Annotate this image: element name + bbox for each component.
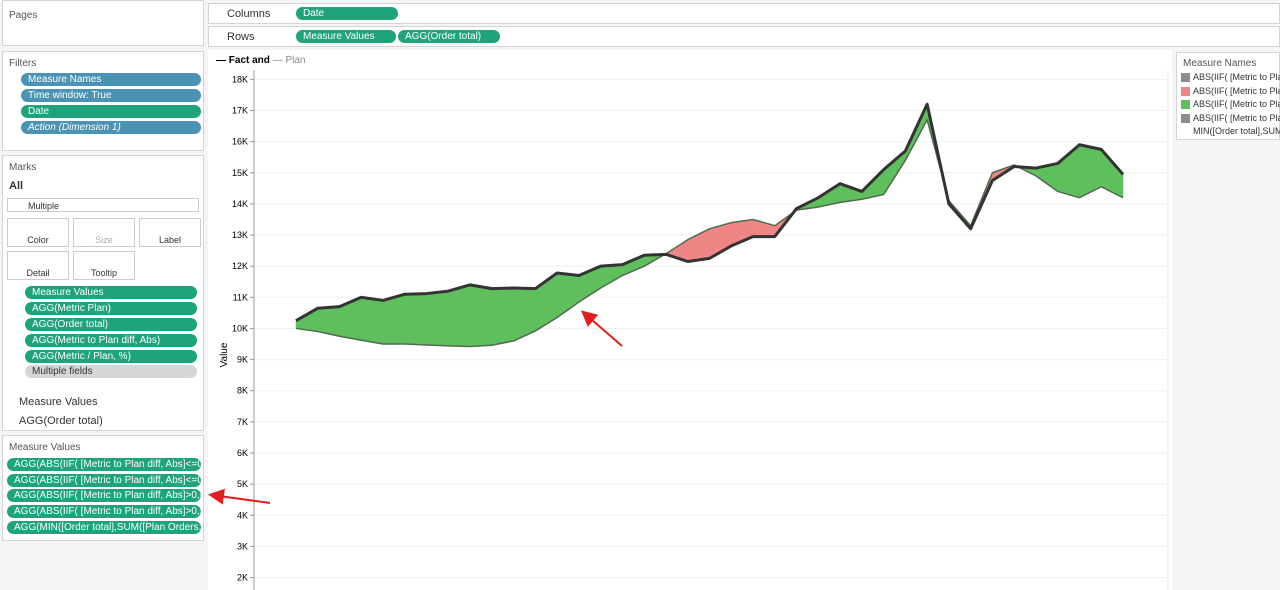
y-tick-label: 11K bbox=[233, 292, 248, 302]
title-part: — Fact and bbox=[216, 55, 270, 66]
chart-title: — Fact and — Plan bbox=[216, 55, 305, 66]
y-tick-label: 15K bbox=[232, 168, 248, 178]
band-area bbox=[600, 264, 623, 289]
band-area bbox=[382, 293, 406, 345]
y-tick-label: 10K bbox=[232, 323, 248, 333]
band-area bbox=[622, 254, 645, 276]
y-tick-label: 18K bbox=[232, 74, 248, 84]
measure-pill[interactable]: AGG(ABS(IIF( [Metric to Plan diff, Abs]>… bbox=[7, 505, 201, 518]
legend-label[interactable]: ABS(IIF( [Metric to Pla.. bbox=[1193, 85, 1280, 96]
mark-type-dropdown[interactable]: Multiple bbox=[7, 198, 199, 212]
band-area bbox=[1100, 148, 1124, 199]
y-axis-label: Value bbox=[219, 342, 230, 367]
band-area bbox=[426, 290, 449, 347]
legend-swatch bbox=[1181, 86, 1190, 96]
y-tick-label: 17K bbox=[232, 105, 248, 115]
measure-pill[interactable]: AGG(ABS(IIF( [Metric to Plan diff, Abs]>… bbox=[7, 489, 201, 502]
band-area bbox=[469, 284, 493, 347]
pages-card: Pages bbox=[2, 0, 204, 46]
filters-card: Filters Measure Names Time window: True … bbox=[2, 51, 204, 151]
filter-pill[interactable]: Measure Names bbox=[21, 73, 201, 86]
legend-swatch bbox=[1181, 113, 1190, 123]
marks-all[interactable]: All bbox=[9, 180, 24, 192]
marks-pill[interactable]: Measure Values bbox=[25, 286, 197, 299]
legend-label[interactable]: ABS(IIF( [Metric to Pla.. bbox=[1193, 99, 1280, 109]
band-area bbox=[491, 287, 514, 346]
color-button[interactable]: Color bbox=[7, 218, 69, 247]
band-area bbox=[361, 297, 384, 345]
y-tick-label: 5K bbox=[237, 479, 248, 489]
y-tick-label: 4K bbox=[237, 510, 248, 520]
y-tick-label: 8K bbox=[237, 386, 248, 396]
filters-title: Filters bbox=[9, 58, 37, 69]
series-line bbox=[295, 119, 1124, 348]
measure-values-title: Measure Values bbox=[9, 442, 81, 453]
measure-pill[interactable]: AGG(ABS(IIF( [Metric to Plan diff, Abs]<… bbox=[7, 474, 201, 487]
legend-swatch bbox=[1181, 73, 1190, 82]
y-tick-label: 2K bbox=[237, 573, 248, 583]
measure-pill[interactable]: AGG(MIN([Order total],SUM([Plan Orders..… bbox=[7, 521, 201, 534]
marks-section[interactable]: AGG(Order total) bbox=[19, 415, 103, 427]
y-tick-label: 16K bbox=[232, 137, 248, 147]
measure-values-card: Measure Values AGG(ABS(IIF( [Metric to P… bbox=[2, 435, 204, 541]
marks-pill[interactable]: Multiple fields bbox=[25, 365, 197, 378]
band-area bbox=[556, 272, 580, 319]
series-line bbox=[295, 102, 1125, 322]
legend-label[interactable]: ABS(IIF( [Metric to Pla.. bbox=[1193, 112, 1280, 123]
filter-pill[interactable]: Action (Dimension 1) bbox=[21, 121, 201, 134]
y-tick-label: 12K bbox=[232, 261, 248, 271]
y-tick-label: 9K bbox=[237, 355, 248, 365]
marks-pill[interactable]: AGG(Metric / Plan, %) bbox=[25, 350, 197, 363]
shelf-pill[interactable]: Measure Values bbox=[296, 30, 396, 43]
tooltip-button[interactable]: Tooltip bbox=[73, 251, 135, 280]
legend-swatch bbox=[1181, 100, 1190, 109]
y-tick-label: 7K bbox=[237, 417, 248, 427]
marks-card: Marks All Multiple Color Size Label Deta… bbox=[2, 155, 204, 431]
y-tick-label: 6K bbox=[237, 448, 248, 458]
filter-pill[interactable]: Date bbox=[21, 105, 201, 118]
band-area bbox=[404, 293, 427, 346]
rows-shelf: Rows Measure Values AGG(Order total) bbox=[208, 26, 1280, 47]
marks-pill[interactable]: AGG(Metric Plan) bbox=[25, 302, 197, 315]
label-button[interactable]: Label bbox=[139, 218, 201, 247]
legend-title: Measure Names bbox=[1183, 58, 1257, 69]
pages-title: Pages bbox=[9, 10, 38, 21]
detail-button[interactable]: Detail bbox=[7, 251, 69, 280]
band-area bbox=[448, 284, 471, 347]
marks-pill[interactable]: AGG(Order total) bbox=[25, 318, 197, 331]
marks-pill[interactable]: AGG(Metric to Plan diff, Abs) bbox=[25, 334, 197, 347]
shelf-pill[interactable]: AGG(Order total) bbox=[398, 30, 500, 43]
filter-pill[interactable]: Time window: True bbox=[21, 89, 201, 102]
legend: Measure Names ABS(IIF( [Metric to Pla.. A… bbox=[1176, 52, 1280, 140]
title-part: — Plan bbox=[273, 55, 306, 66]
band-area bbox=[1079, 144, 1102, 199]
size-button[interactable]: Size bbox=[73, 218, 135, 247]
marks-title: Marks bbox=[9, 162, 37, 173]
chart: — Fact and — Plan Value 2K 3K 4K 5K 6K 7K 8K 9K… bbox=[208, 50, 1172, 590]
y-tick-label: 3K bbox=[237, 541, 248, 551]
shelf-pill[interactable]: Date bbox=[296, 7, 398, 20]
legend-label[interactable]: ABS(IIF( [Metric to Pla.. bbox=[1193, 72, 1280, 82]
rows-label: Rows bbox=[227, 31, 255, 43]
legend-label[interactable]: MIN([Order total],SUM.. bbox=[1193, 126, 1280, 136]
measure-pill[interactable]: AGG(ABS(IIF( [Metric to Plan diff, Abs]<… bbox=[7, 458, 201, 471]
y-tick-label: 13K bbox=[232, 230, 248, 240]
marks-section[interactable]: Measure Values bbox=[19, 396, 98, 408]
columns-shelf: Columns Date bbox=[208, 3, 1280, 24]
columns-label: Columns bbox=[227, 8, 271, 20]
y-tick-label: 14K bbox=[232, 199, 248, 209]
